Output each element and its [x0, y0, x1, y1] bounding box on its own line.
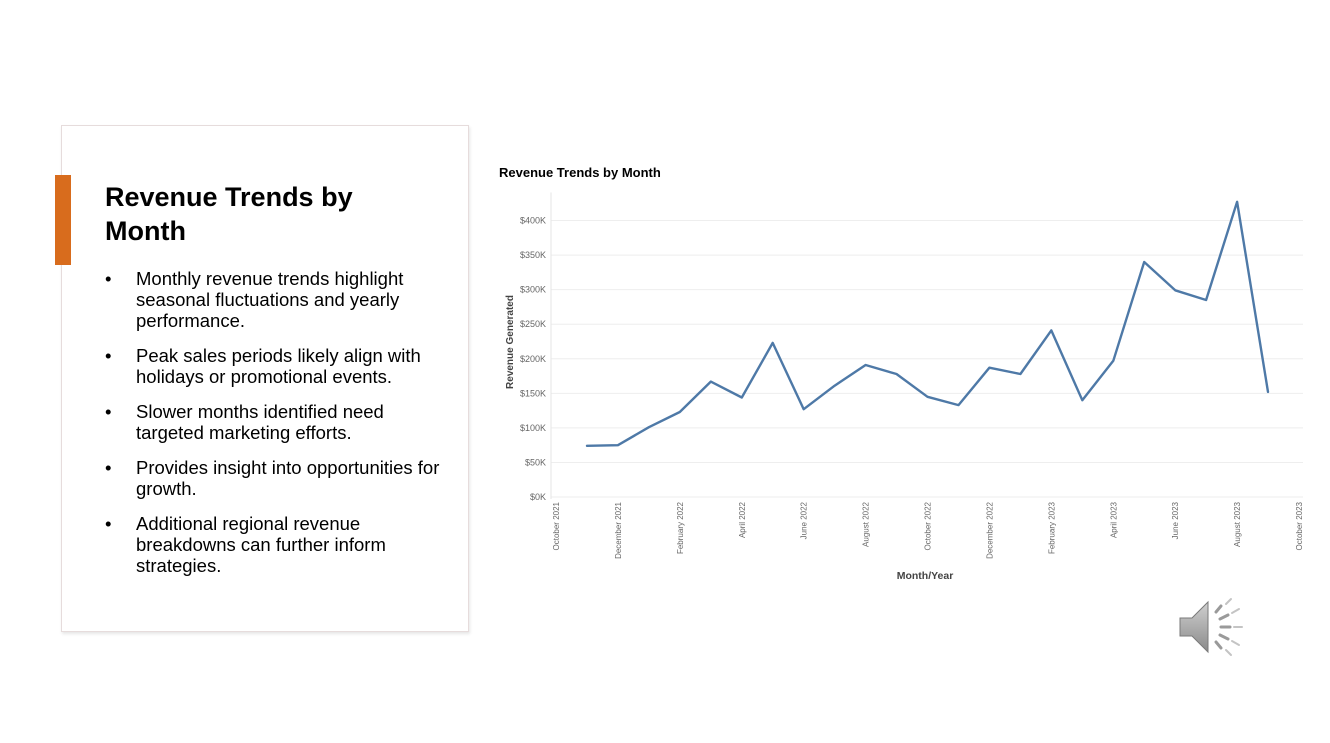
- y-tick-label: $350K: [520, 250, 546, 260]
- bullet-text: Provides insight into opportunities for …: [136, 457, 440, 499]
- x-tick-label: April 2022: [738, 501, 747, 538]
- y-tick-label: $250K: [520, 319, 546, 329]
- y-tick-label: $50K: [525, 457, 546, 467]
- x-tick-label: August 2023: [1233, 501, 1242, 546]
- x-tick-label: December 2021: [614, 501, 623, 558]
- y-tick-label: $100K: [520, 423, 546, 433]
- x-tick-label: June 2022: [800, 501, 809, 539]
- y-tick-label: $200K: [520, 354, 546, 364]
- bullet-text: Slower months identified need targeted m…: [136, 401, 384, 443]
- y-tick-label: $150K: [520, 388, 546, 398]
- bullet-item: • Additional regional revenue breakdowns …: [105, 513, 455, 576]
- accent-bar: [55, 175, 71, 265]
- x-tick-label: October 2023: [1295, 501, 1304, 550]
- bullet-dot: •: [105, 513, 112, 534]
- x-tick-label: February 2022: [676, 501, 685, 554]
- x-tick-label: October 2021: [552, 501, 561, 550]
- x-tick-label: June 2023: [1171, 501, 1180, 539]
- y-axis-title: Revenue Generated: [505, 295, 516, 389]
- y-tick-label: $300K: [520, 285, 546, 295]
- speaker-icon[interactable]: [1176, 594, 1248, 658]
- bullet-item: • Monthly revenue trends highlight season…: [105, 268, 455, 331]
- chart-title: Revenue Trends by Month: [499, 165, 661, 180]
- x-tick-label: October 2022: [924, 501, 933, 550]
- bullet-dot: •: [105, 268, 112, 289]
- x-tick-label: December 2022: [985, 501, 994, 558]
- bullet-dot: •: [105, 401, 112, 422]
- y-tick-label: $0K: [530, 492, 546, 502]
- y-tick-label: $400K: [520, 216, 546, 226]
- bullet-item: • Slower months identified need targeted …: [105, 401, 455, 443]
- bullet-text: Monthly revenue trends highlight seasona…: [136, 268, 404, 331]
- x-tick-label: April 2023: [1109, 501, 1118, 538]
- bullet-item: • Provides insight into opportunities for…: [105, 457, 455, 499]
- bullet-dot: •: [105, 345, 112, 366]
- slide-title: Revenue Trends by Month: [105, 182, 353, 246]
- bullet-text: Additional regional revenue breakdowns c…: [136, 513, 386, 576]
- x-tick-label: August 2022: [862, 501, 871, 546]
- x-axis-title: Month/Year: [897, 570, 954, 582]
- bullet-list: • Monthly revenue trends highlight season…: [105, 268, 455, 590]
- bullet-text: Peak sales periods likely align with hol…: [136, 345, 421, 387]
- revenue-line-chart: $0K $50K $100K $150K $200K $250K $300K $350K $40…: [505, 192, 1304, 582]
- x-tick-label: February 2023: [1047, 501, 1056, 554]
- bullet-dot: •: [105, 457, 112, 478]
- bullet-item: • Peak sales periods likely align with ho…: [105, 345, 455, 387]
- text-card: [61, 125, 469, 632]
